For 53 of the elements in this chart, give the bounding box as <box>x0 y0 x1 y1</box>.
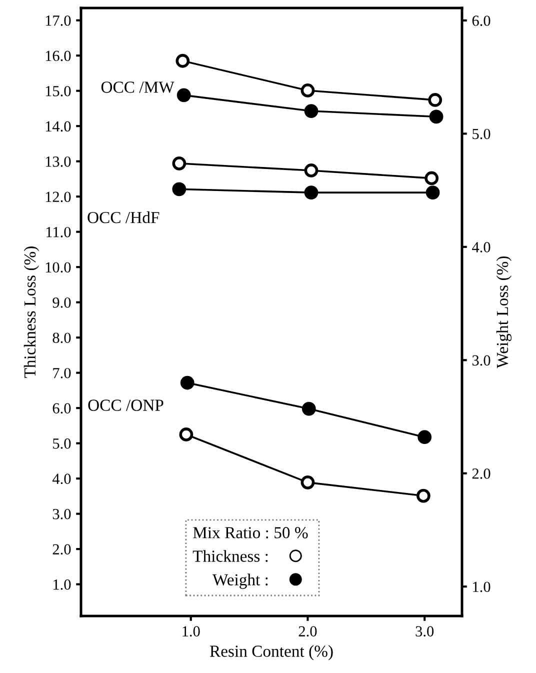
y-tick-label: 8.0 <box>52 332 71 344</box>
y-tick-label: 3.0 <box>52 508 71 520</box>
y-tick-label: 17.0 <box>46 15 71 26</box>
point <box>304 164 318 178</box>
y-tick-label: 7.0 <box>53 368 71 378</box>
y-tick-label: 13.0 <box>46 156 71 167</box>
point <box>172 182 186 196</box>
y-tick-label: 11.0 <box>46 226 71 238</box>
y2-tick-label: 3.0 <box>472 355 490 366</box>
y-tick-label: 5.0 <box>53 438 71 449</box>
point <box>416 488 430 503</box>
legend-label: Thickness : <box>192 550 268 562</box>
point <box>172 156 186 170</box>
y2-tick-label: 2.0 <box>472 468 490 479</box>
annotation: OCC /HdF <box>88 211 160 224</box>
y-tick-label: 15.0 <box>46 86 71 96</box>
point <box>179 428 194 442</box>
y2-tick-label: 5.0 <box>472 128 490 140</box>
point <box>304 104 318 118</box>
point <box>302 402 316 416</box>
x-tick-label: 3.0 <box>416 626 434 637</box>
annotation: OCC /MW <box>101 82 174 93</box>
y-tick-label: 6.0 <box>52 403 71 414</box>
point <box>428 93 442 107</box>
point <box>418 430 432 444</box>
point <box>424 171 439 186</box>
y-tick-label: 9.0 <box>52 297 71 308</box>
y-tick-label: 12.0 <box>46 192 71 202</box>
y-tick-label: 4.0 <box>52 474 71 484</box>
point <box>176 88 191 102</box>
point <box>426 186 440 200</box>
y-tick-label: 2.0 <box>52 544 71 555</box>
y-tick-label: 14.0 <box>46 121 71 132</box>
legend-label: Weight : <box>212 574 268 589</box>
y-tick-label: 10.0 <box>46 262 71 273</box>
y-tick-label: 16.0 <box>46 50 71 62</box>
y2-tick-label: 1.0 <box>473 582 490 592</box>
x-axis-title: Resin Content (%) <box>210 645 333 660</box>
y2-axis-title: Weight Loss (%) <box>496 256 512 368</box>
y2-tick-label: 6.0 <box>472 16 490 26</box>
annotation: OCC /ONP <box>88 400 164 411</box>
point <box>180 376 194 390</box>
point <box>300 475 315 490</box>
legend-title: Mix Ratio : 50 % <box>193 527 308 538</box>
x-tick-label: 1.0 <box>182 626 200 637</box>
point <box>429 110 444 124</box>
point <box>304 186 318 200</box>
y2-tick-label: 4.0 <box>472 242 490 252</box>
y-axis-title: Thickness Loss (%) <box>24 246 39 378</box>
y-tick-label: 1.0 <box>54 579 71 590</box>
point <box>300 84 315 98</box>
x-tick-label: 2.0 <box>298 626 317 637</box>
point <box>176 54 190 68</box>
